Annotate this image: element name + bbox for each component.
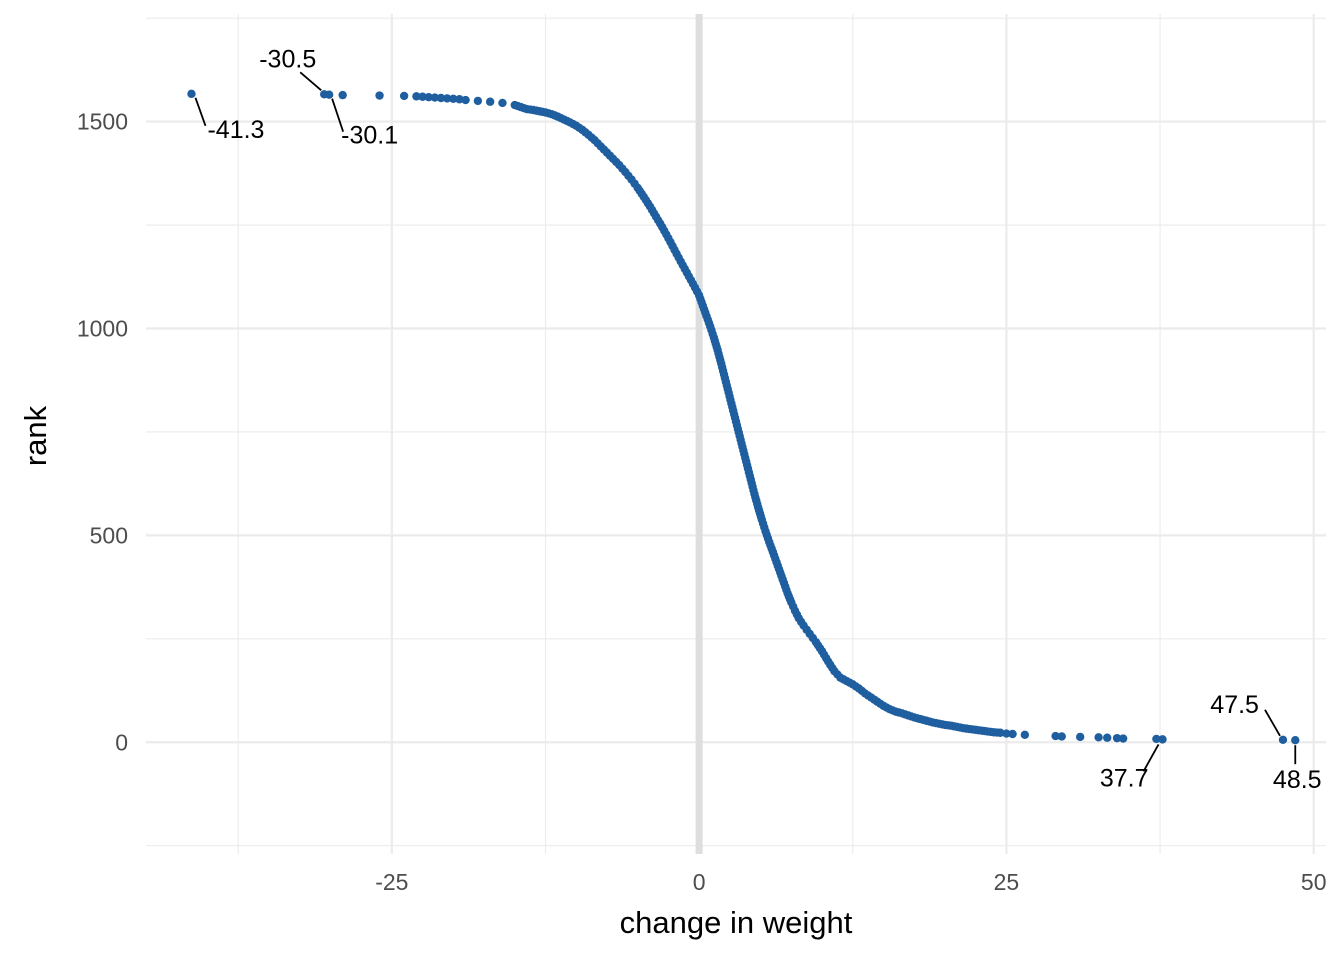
data-point — [1278, 735, 1288, 744]
data-point — [1002, 729, 1011, 738]
y-tick-label: 1500 — [77, 109, 128, 135]
x-tick-label: 0 — [693, 869, 706, 895]
annotation-leader-line — [331, 98, 344, 132]
data-point — [430, 93, 440, 102]
data-point — [1008, 729, 1017, 739]
annotation-leader-line — [1142, 743, 1160, 772]
annotation-label: 37.7 — [1100, 764, 1149, 792]
data-point — [1291, 736, 1300, 745]
y-tick-label: 0 — [115, 729, 128, 755]
annotation-label: 48.5 — [1273, 766, 1322, 794]
annotation-label: 47.5 — [1210, 691, 1259, 719]
annotation-label: -30.5 — [259, 45, 316, 73]
data-point — [449, 94, 458, 104]
data-point — [338, 90, 347, 100]
data-point — [436, 93, 446, 103]
data-point — [324, 90, 334, 99]
annotation-leader-line — [299, 71, 322, 91]
data-point — [485, 97, 495, 106]
data-point — [1094, 733, 1103, 742]
point-annotations: -41.3 -30.5 -30.1 37.7 47.5 48.5 — [194, 45, 1322, 794]
data-point — [1112, 733, 1122, 743]
data-point — [1103, 733, 1112, 742]
y-axis-title: rank — [18, 405, 53, 466]
data-point — [1075, 732, 1085, 742]
x-axis-title: change in weight — [620, 905, 853, 940]
data-point — [1152, 734, 1161, 744]
data-point — [1158, 735, 1167, 744]
x-tick-label: 25 — [994, 869, 1020, 895]
data-point — [418, 92, 427, 101]
data-point — [1051, 731, 1060, 741]
annotation-leader-line — [1264, 709, 1281, 737]
data-point — [1118, 734, 1128, 743]
y-tick-label: 1000 — [77, 315, 128, 341]
data-point — [455, 95, 464, 104]
data-point — [375, 91, 384, 100]
data-points — [187, 89, 1300, 745]
data-point — [424, 92, 433, 102]
x-tick-label: -25 — [375, 869, 408, 895]
annotation-leader-line — [194, 97, 207, 127]
data-point — [442, 94, 452, 103]
data-point — [1020, 730, 1030, 740]
data-point — [1057, 732, 1066, 741]
y-tick-label: 500 — [90, 522, 128, 548]
data-point — [412, 92, 421, 101]
data-point — [461, 95, 470, 105]
data-point — [399, 91, 409, 101]
annotation-label: -30.1 — [341, 122, 398, 150]
x-tick-label: 50 — [1301, 869, 1327, 895]
data-point — [473, 96, 483, 106]
annotation-label: -41.3 — [207, 116, 264, 144]
data-point — [996, 728, 1005, 737]
data-point — [498, 98, 507, 108]
data-point — [187, 89, 196, 99]
